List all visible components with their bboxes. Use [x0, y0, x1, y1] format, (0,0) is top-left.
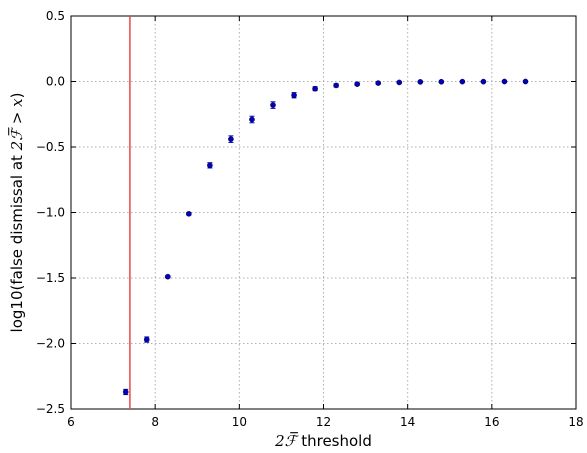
data-point [164, 273, 171, 280]
y-ticks: 0.5 0.0 −0.5 −1.0 −1.5 −2.0 −2.5 [36, 9, 576, 416]
data-point [186, 211, 192, 217]
grid-lines [70, 15, 577, 410]
data-point [396, 79, 403, 86]
y-tick-label: 0.0 [46, 75, 65, 89]
data-point [207, 162, 213, 169]
x-tick-label: 10 [232, 415, 247, 429]
x-tick-label: 16 [484, 415, 499, 429]
data-point [375, 80, 382, 86]
x-tick-label: 6 [67, 415, 75, 429]
x-tick-label: 8 [151, 415, 159, 429]
x-ticks: 6 8 10 12 14 16 18 [67, 16, 584, 429]
y-axis-label-suffix: ) [8, 93, 26, 99]
y-tick-label: −1.5 [36, 271, 65, 285]
data-point [480, 78, 487, 85]
y-tick-label: −0.5 [36, 140, 65, 154]
data-point [122, 389, 129, 395]
data-point [417, 79, 424, 85]
data-point [438, 78, 445, 85]
y-axis-label-prefix: log10(false dismissal at [8, 150, 26, 332]
y-tick-label: 0.5 [46, 9, 65, 23]
x-axis-label-text: threshold [296, 432, 371, 450]
x-tick-label: 18 [568, 415, 583, 429]
y-axis-label: log10(false dismissal at 2ℱ̅ > x) [7, 93, 26, 333]
data-point [354, 81, 360, 87]
x-tick-label: 12 [316, 415, 331, 429]
data-point [501, 78, 508, 85]
data-point [522, 78, 529, 85]
data-point [143, 336, 150, 343]
x-axis-label: 2ℱ̅ threshold [274, 431, 372, 450]
x-tick-label: 14 [400, 415, 415, 429]
y-tick-label: −2.5 [36, 402, 65, 416]
data-point [333, 82, 339, 89]
data-point [249, 116, 255, 123]
data-points [122, 78, 529, 396]
y-tick-label: −1.0 [36, 206, 65, 220]
x-axis-label-math: 2ℱ̅ [274, 431, 300, 450]
data-point [228, 136, 234, 142]
data-point [270, 102, 276, 108]
y-axis-label-math: 2ℱ̅ > x [7, 98, 26, 151]
data-point [459, 78, 466, 85]
data-point [312, 85, 318, 92]
data-point [291, 92, 297, 99]
y-tick-label: −2.0 [36, 337, 65, 351]
